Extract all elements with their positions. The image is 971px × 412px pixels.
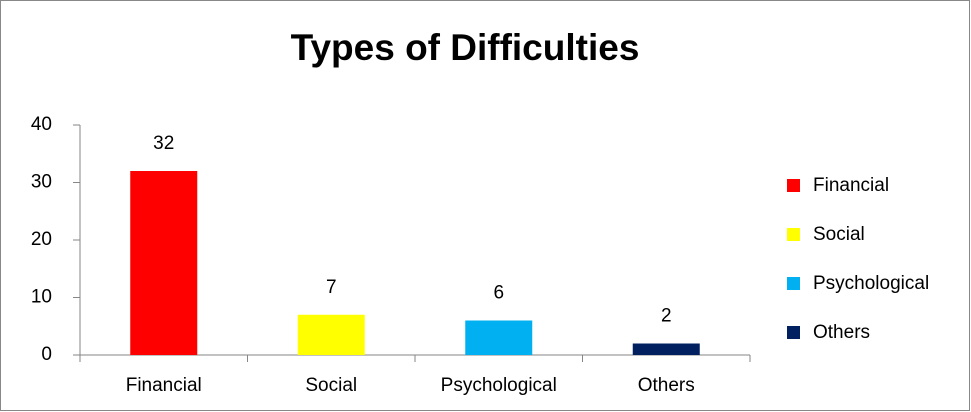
x-tick-label: Others [638,375,695,396]
x-tick-label: Psychological [441,375,557,396]
legend-swatch [787,326,800,339]
y-tick-label: 0 [41,344,52,365]
y-tick-label: 30 [31,172,52,193]
chart-title: Types of Difficulties [291,27,640,68]
bar [130,171,198,355]
legend-label: Financial [813,175,889,196]
bar [632,343,700,355]
legend-label: Psychological [813,273,929,294]
x-tick-label: Social [305,375,357,396]
legend-label: Others [813,322,870,343]
legend-swatch [787,228,800,241]
legend-swatch [787,179,800,192]
y-tick-label: 40 [31,114,52,135]
bar [465,320,533,355]
x-tick-label: Financial [126,375,202,396]
data-label: 2 [661,306,672,327]
y-tick-label: 20 [31,229,52,250]
y-tick-label: 10 [31,287,52,308]
legend-label: Social [813,224,865,245]
data-label: 7 [326,277,337,298]
data-label: 32 [153,133,174,154]
legend-swatch [787,277,800,290]
bar [297,314,365,355]
data-label: 6 [493,283,504,304]
